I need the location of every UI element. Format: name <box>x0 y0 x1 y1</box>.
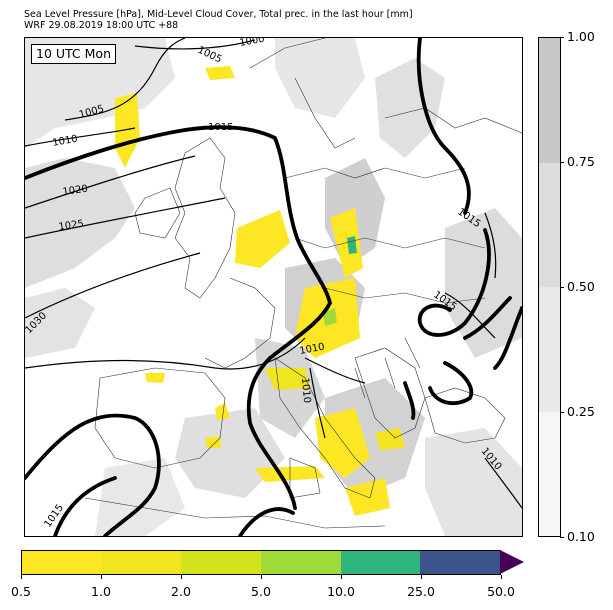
colorbar-tick-label: 0.10 <box>560 530 595 544</box>
colorbar-segment <box>539 162 560 287</box>
colorbar-tick-label: 0.25 <box>560 405 595 419</box>
isobar-label: 1015 <box>208 122 233 133</box>
isobar-label: 1000 <box>239 38 266 49</box>
colorbar-extend-arrow <box>500 550 524 574</box>
isobar-1015-lines <box>25 38 522 536</box>
colorbar-tick-label: 0.50 <box>560 280 595 294</box>
isobar-label: 1010 <box>299 342 326 357</box>
isobar-lines <box>25 38 522 509</box>
colorbar-segment <box>539 287 560 412</box>
colorbar-segment <box>22 551 102 574</box>
map-subtitle: WRF 29.08.2019 18:00 UTC +88 <box>24 20 179 31</box>
coastlines-layer <box>84 38 522 529</box>
colorbar-tick-label: 2.0 <box>171 575 191 599</box>
colorbar-tick-label: 5.0 <box>251 575 271 599</box>
colorbar-segment <box>539 38 560 163</box>
colorbar-segment <box>539 411 560 536</box>
isobar-label: 1020 <box>62 184 89 198</box>
cloud-cover-colorbar <box>538 37 561 537</box>
colorbar-segment <box>101 551 182 574</box>
map-title: Sea Level Pressure [hPa], Mid-Level Clou… <box>24 9 413 20</box>
weather-map: 1000 1005 1005 1010 1015 1020 1025 1030 … <box>24 37 523 537</box>
colorbar-tick-label: 0.5 <box>11 575 31 599</box>
colorbar-tick-label: 0.75 <box>560 155 595 169</box>
isobar-label: 1010 <box>52 134 79 149</box>
isobar-label: 1010 <box>299 377 312 403</box>
colorbar-tick-label: 50.0 <box>487 575 515 599</box>
colorbar-tick-label: 1.00 <box>560 30 595 44</box>
colorbar-segment <box>181 551 262 574</box>
valid-time-label: 10 UTC Mon <box>31 44 116 64</box>
colorbar-segment <box>340 551 421 574</box>
colorbar-tick-label: 25.0 <box>407 575 435 599</box>
map-canvas: 1000 1005 1005 1010 1015 1020 1025 1030 … <box>25 38 522 536</box>
colorbar-tick-label: 1.0 <box>91 575 111 599</box>
colorbar-segment <box>420 551 501 574</box>
precipitation-layer <box>115 66 405 516</box>
colorbar-tick-label: 10.0 <box>327 575 355 599</box>
precipitation-colorbar <box>21 550 501 575</box>
isobar-label: 1025 <box>58 219 85 233</box>
colorbar-segment <box>261 551 341 574</box>
